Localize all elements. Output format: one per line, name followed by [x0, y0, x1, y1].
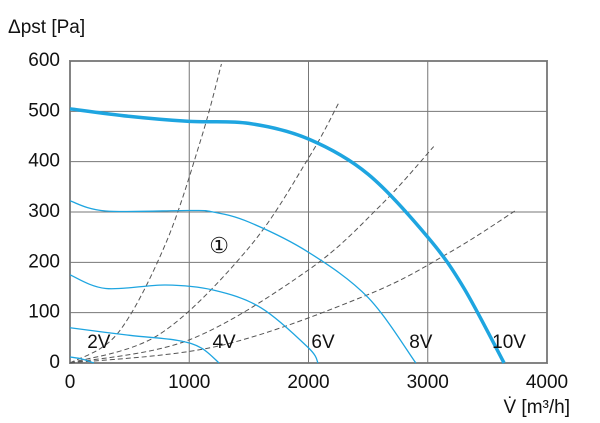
- curve-label: 10V: [492, 332, 526, 353]
- curve-label: 2V: [87, 332, 111, 353]
- fan-curve: [69, 327, 220, 364]
- fan-curve: [69, 356, 95, 364]
- system-curve: [69, 63, 222, 364]
- y-tick-label: 500: [28, 100, 60, 121]
- annotation: ①: [209, 233, 229, 258]
- fan-curve: [69, 274, 319, 364]
- y-tick-label: 0: [49, 352, 60, 373]
- fan-curve: [69, 107, 506, 364]
- y-tick-label: 400: [28, 151, 60, 172]
- system-curve: [69, 146, 435, 364]
- system-curve: [69, 209, 518, 364]
- y-tick-label: 600: [28, 50, 60, 71]
- curve-label: 6V: [311, 332, 335, 353]
- y-axis-label: Δpst [Pa]: [8, 17, 85, 38]
- curve-label: 4V: [212, 332, 236, 353]
- x-tick-label: 3000: [407, 372, 449, 393]
- curve-label: 8V: [409, 332, 433, 353]
- fan-curve: [69, 200, 417, 364]
- system-curve: [69, 103, 339, 364]
- y-tick-label: 100: [28, 302, 60, 323]
- x-tick-label: 0: [65, 372, 76, 393]
- y-tick-label: 200: [28, 251, 60, 272]
- x-tick-label: 4000: [526, 372, 568, 393]
- x-tick-label: 2000: [287, 372, 329, 393]
- y-tick-label: 300: [28, 201, 60, 222]
- x-tick-label: 1000: [168, 372, 210, 393]
- x-axis-label: V̇ [m³/h]: [503, 397, 570, 418]
